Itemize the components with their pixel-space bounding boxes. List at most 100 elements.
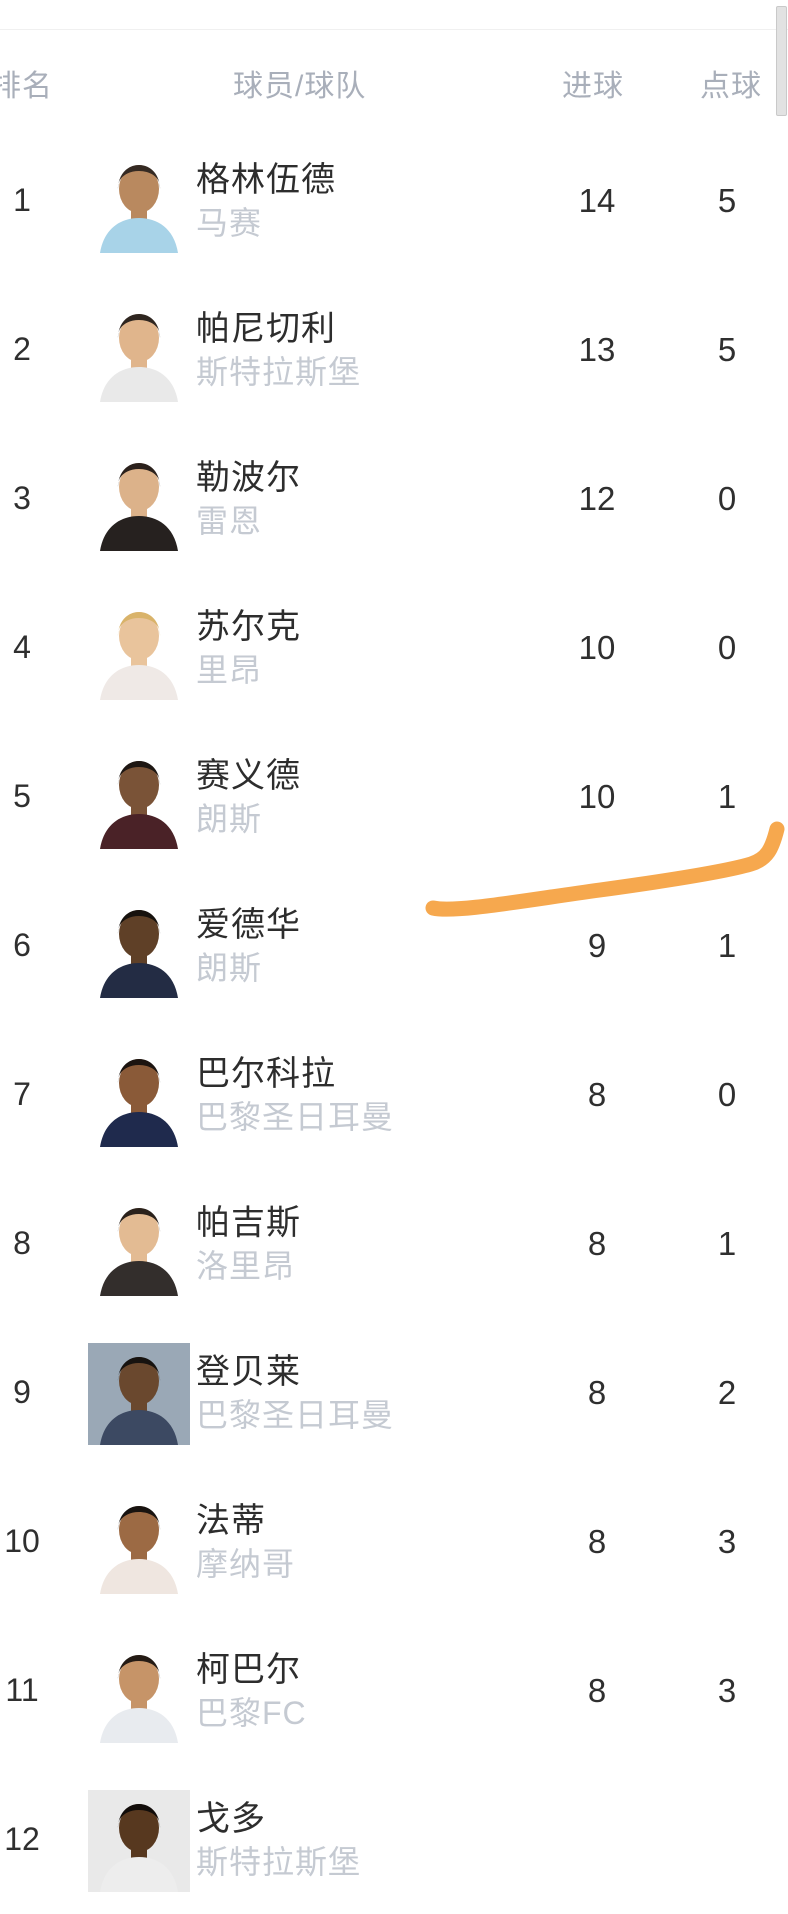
person-silhouette-icon (88, 747, 190, 849)
scorer-table-body: 1 格林伍德 马赛 14 5 2 (0, 126, 788, 1914)
player-avatar (88, 449, 190, 551)
rank-cell: 10 (4, 1523, 40, 1559)
person-silhouette-icon (88, 1492, 190, 1594)
penalties-value: 1 (717, 1224, 737, 1262)
table-row[interactable]: 9 登贝莱 巴黎圣日耳曼 8 2 (0, 1318, 788, 1467)
person-silhouette-icon (88, 1790, 190, 1892)
team-name: 斯特拉斯堡 (196, 353, 362, 390)
table-row[interactable]: 11 柯巴尔 巴黎FC 8 3 (0, 1616, 788, 1765)
player-avatar (88, 1492, 190, 1594)
table-row[interactable]: 8 帕吉斯 洛里昂 8 1 (0, 1169, 788, 1318)
team-name: 摩纳哥 (196, 1545, 296, 1582)
column-header-penalties: 点球 (700, 70, 762, 103)
rank-cell: 5 (13, 778, 31, 814)
penalties-value: 3 (717, 1671, 737, 1709)
person-silhouette-icon (88, 1194, 190, 1296)
player-avatar (88, 1194, 190, 1296)
table-row[interactable]: 5 赛义德 朗斯 10 1 (0, 722, 788, 871)
table-row[interactable]: 7 巴尔科拉 巴黎圣日耳曼 8 0 (0, 1020, 788, 1169)
team-name: 朗斯 (196, 800, 263, 837)
player-info: 格林伍德 马赛 (196, 126, 336, 275)
player-avatar (88, 747, 190, 849)
player-name: 格林伍德 (196, 160, 336, 199)
player-name: 苏尔克 (196, 607, 301, 646)
person-silhouette-icon (88, 300, 190, 402)
table-header: 排名 球员/球队 进球 点球 (0, 30, 788, 110)
person-silhouette-icon (88, 1045, 190, 1147)
player-avatar (88, 1790, 190, 1892)
team-name: 巴黎圣日耳曼 (196, 1396, 395, 1433)
player-info: 苏尔克 里昂 (196, 573, 301, 722)
scrollbar-thumb[interactable] (776, 6, 787, 116)
rank-cell: 2 (13, 331, 31, 367)
goals-value (540, 1765, 654, 1914)
player-info: 帕吉斯 洛里昂 (196, 1169, 301, 1318)
player-info: 柯巴尔 巴黎FC (196, 1616, 307, 1765)
person-silhouette-icon (88, 1641, 190, 1743)
team-name: 雷恩 (196, 502, 263, 539)
penalties-value: 1 (717, 777, 737, 815)
player-name: 赛义德 (196, 756, 301, 795)
goals-value: 8 (587, 1671, 607, 1709)
player-avatar (88, 1045, 190, 1147)
column-header-rank: 排名 (0, 70, 53, 103)
team-name: 巴黎圣日耳曼 (196, 1098, 395, 1135)
header-top-divider (0, 29, 788, 30)
penalties-value: 1 (717, 926, 737, 964)
player-avatar (88, 896, 190, 998)
player-name: 戈多 (196, 1799, 266, 1838)
goals-value: 8 (587, 1373, 607, 1411)
player-avatar (88, 598, 190, 700)
person-silhouette-icon (88, 449, 190, 551)
player-info: 巴尔科拉 巴黎圣日耳曼 (196, 1020, 394, 1169)
table-row[interactable]: 6 爱德华 朗斯 9 1 (0, 871, 788, 1020)
person-silhouette-icon (88, 598, 190, 700)
player-info: 登贝莱 巴黎圣日耳曼 (196, 1318, 394, 1467)
person-silhouette-icon (88, 896, 190, 998)
table-row[interactable]: 1 格林伍德 马赛 14 5 (0, 126, 788, 275)
player-avatar (88, 151, 190, 253)
player-avatar (88, 1641, 190, 1743)
player-name: 登贝莱 (196, 1352, 301, 1391)
rank-cell: 7 (13, 1076, 31, 1112)
rank-cell: 1 (13, 182, 31, 218)
player-name: 柯巴尔 (196, 1650, 301, 1689)
goals-value: 10 (578, 628, 616, 666)
goals-value: 14 (578, 181, 616, 219)
team-name: 斯特拉斯堡 (196, 1843, 362, 1880)
rank-cell: 12 (4, 1821, 40, 1857)
rank-cell: 3 (13, 480, 31, 516)
player-name: 巴尔科拉 (196, 1054, 336, 1093)
player-info: 帕尼切利 斯特拉斯堡 (196, 275, 361, 424)
goals-value: 13 (578, 330, 616, 368)
rank-cell: 4 (13, 629, 31, 665)
goals-value: 8 (587, 1522, 607, 1560)
penalties-value: 3 (717, 1522, 737, 1560)
team-name: 里昂 (196, 651, 263, 688)
goals-value: 8 (587, 1224, 607, 1262)
player-name: 帕尼切利 (196, 309, 336, 348)
penalties-value: 5 (717, 181, 737, 219)
player-name: 帕吉斯 (196, 1203, 301, 1242)
rank-cell: 9 (13, 1374, 31, 1410)
player-avatar (88, 1343, 190, 1445)
player-info: 赛义德 朗斯 (196, 722, 301, 871)
penalties-value (670, 1765, 784, 1914)
table-row[interactable]: 3 勒波尔 雷恩 12 0 (0, 424, 788, 573)
team-name: 洛里昂 (196, 1247, 296, 1284)
player-info: 勒波尔 雷恩 (196, 424, 301, 573)
table-row[interactable]: 10 法蒂 摩纳哥 8 3 (0, 1467, 788, 1616)
rank-cell: 8 (13, 1225, 31, 1261)
penalties-value: 0 (717, 479, 737, 517)
table-row[interactable]: 12 戈多 斯特拉斯堡 (0, 1765, 788, 1914)
penalties-value: 0 (717, 628, 737, 666)
table-row[interactable]: 4 苏尔克 里昂 10 0 (0, 573, 788, 722)
goals-value: 12 (578, 479, 616, 517)
player-info: 爱德华 朗斯 (196, 871, 301, 1020)
player-name: 爱德华 (196, 905, 301, 944)
person-silhouette-icon (88, 1343, 190, 1445)
goals-value: 10 (578, 777, 616, 815)
table-row[interactable]: 2 帕尼切利 斯特拉斯堡 13 5 (0, 275, 788, 424)
goals-value: 8 (587, 1075, 607, 1113)
